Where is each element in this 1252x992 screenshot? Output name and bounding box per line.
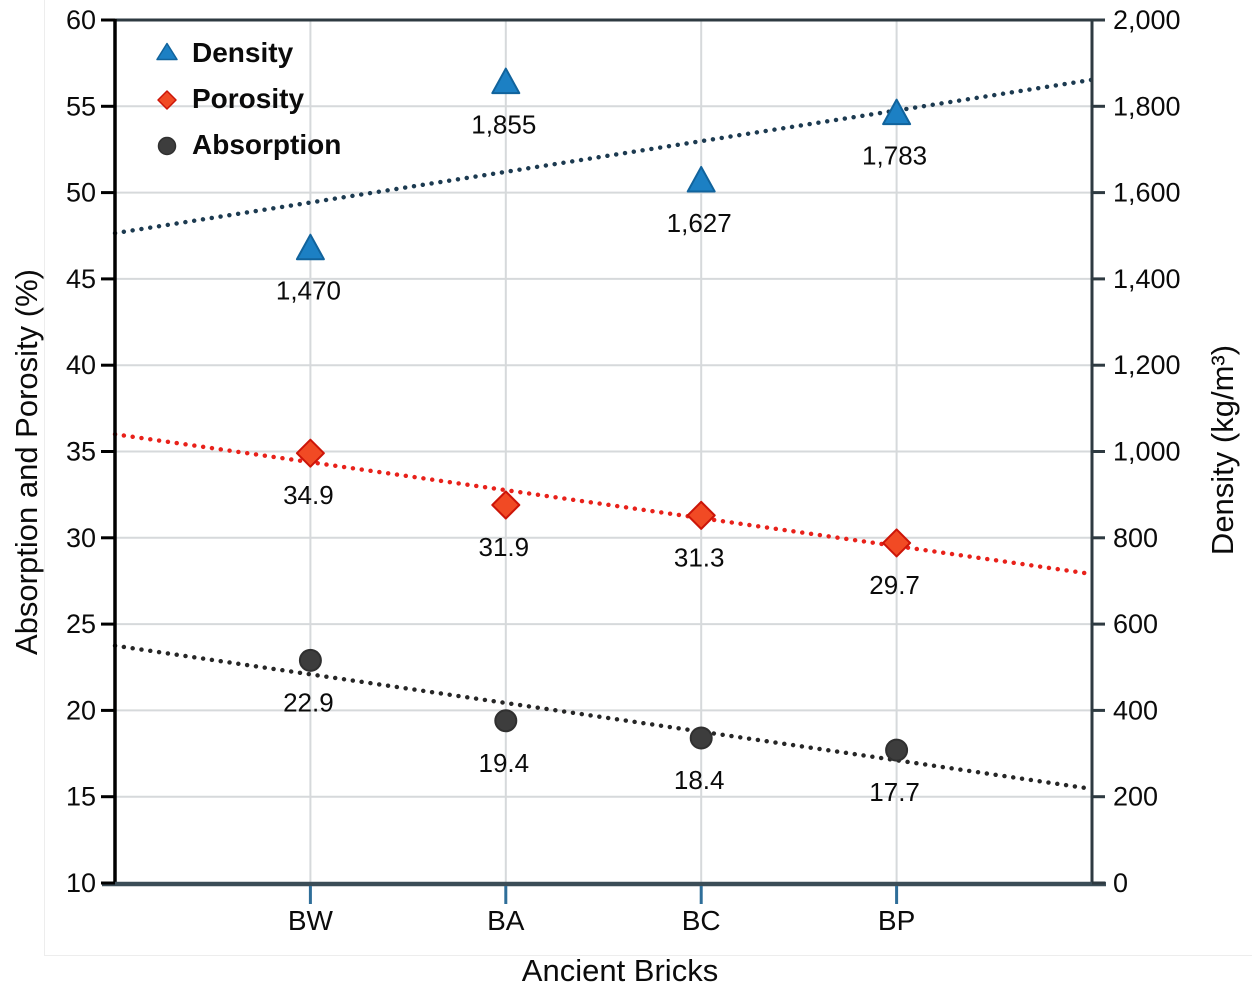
left-tick-label: 40: [66, 350, 96, 380]
data-label-absorption: 18.4: [674, 765, 725, 795]
data-label-density: 1,783: [862, 141, 927, 171]
right-tick-label: 0: [1113, 868, 1128, 898]
right-tick-label: 600: [1113, 609, 1158, 639]
left-tick-label: 50: [66, 178, 96, 208]
legend-marker-shape: [157, 90, 177, 110]
trendline-absorption: [112, 643, 1095, 792]
legend-label: Absorption: [192, 129, 342, 160]
x-axis-title: Ancient Bricks: [521, 953, 719, 988]
legend-item-porosity: Porosity: [152, 76, 341, 122]
left-tick-label: 45: [66, 264, 96, 294]
data-label-absorption: 17.7: [869, 777, 920, 807]
right-tick-label: 200: [1113, 782, 1158, 812]
left-tick-label: 10: [66, 868, 96, 898]
left-tick-label: 30: [66, 523, 96, 553]
category-label-bp: BP: [878, 905, 915, 936]
right-tick-label: 2,000: [1113, 5, 1181, 35]
data-label-porosity: 34.9: [283, 480, 334, 510]
marker-absorption: [689, 726, 713, 750]
legend-label: Porosity: [192, 83, 305, 114]
legend-marker-shape: [157, 136, 177, 156]
marker-porosity: [686, 500, 716, 530]
right-tick-label: 1,800: [1113, 91, 1181, 121]
right-tick-label: 800: [1113, 523, 1158, 553]
trendline-porosity: [112, 432, 1095, 577]
diamond-icon: [157, 90, 177, 110]
marker-absorption: [298, 648, 322, 672]
figure-border-artifact-vertical: [44, 0, 45, 955]
circle-icon: [157, 136, 177, 156]
left-tick-label: 55: [66, 91, 96, 121]
left-tick-label: 20: [66, 695, 96, 725]
marker-density: [882, 98, 912, 126]
marker-porosity: [491, 490, 521, 520]
data-label-density: 1,627: [667, 208, 732, 238]
data-label-porosity: 29.7: [869, 570, 920, 600]
data-label-absorption: 19.4: [478, 748, 529, 778]
left-tick-label: 25: [66, 609, 96, 639]
marker-porosity: [882, 528, 912, 558]
category-label-ba: BA: [487, 905, 525, 936]
right-tick-label: 1,400: [1113, 264, 1181, 294]
data-label-absorption: 22.9: [283, 687, 334, 717]
category-label-bc: BC: [682, 905, 721, 936]
legend: Density Porosity Absorption: [152, 30, 341, 168]
triangle-icon: [156, 42, 178, 61]
legend-item-density: Density: [152, 30, 341, 76]
data-label-density: 1,470: [276, 276, 341, 306]
left-axis-title: Absorption and Porosity (%): [9, 269, 44, 655]
right-tick-label: 1,600: [1113, 178, 1181, 208]
marker-absorption: [494, 709, 518, 733]
right-axis-title: Density (kg/m³): [1205, 344, 1240, 556]
marker-density: [686, 165, 716, 193]
legend-label: Density: [192, 37, 294, 68]
marker-porosity: [295, 438, 325, 468]
marker-density: [491, 67, 521, 95]
legend-marker-shape: [156, 42, 178, 61]
category-label-bw: BW: [288, 905, 334, 936]
data-label-porosity: 31.9: [478, 532, 529, 562]
right-tick-label: 400: [1113, 695, 1158, 725]
right-tick-label: 1,200: [1113, 350, 1181, 380]
marker-absorption: [885, 738, 909, 762]
left-tick-label: 15: [66, 782, 96, 812]
left-tick-label: 60: [66, 5, 96, 35]
data-label-porosity: 31.3: [674, 542, 725, 572]
data-label-density: 1,855: [471, 110, 536, 140]
left-tick-label: 35: [66, 437, 96, 467]
right-tick-label: 1,000: [1113, 437, 1181, 467]
marker-density: [295, 233, 325, 261]
legend-item-absorption: Absorption: [152, 122, 341, 168]
figure-border-artifact-horizontal: [44, 955, 1252, 956]
